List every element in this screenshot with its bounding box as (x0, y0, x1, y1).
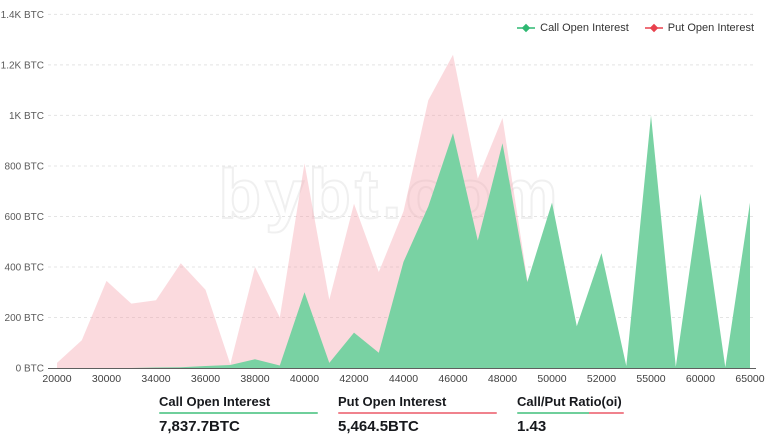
call-legend-marker-icon (517, 23, 536, 33)
y-axis-label: 0 BTC (16, 364, 44, 375)
x-axis-label: 34000 (141, 373, 170, 385)
y-axis-label: 1.4K BTC (1, 10, 44, 21)
legend-put-label: Put Open Interest (667, 22, 754, 34)
chart-legend: Call Open Interest Put Open Interest (517, 22, 754, 34)
call-open-interest-area[interactable] (57, 115, 750, 369)
x-axis-label: 20000 (42, 373, 71, 385)
y-axis-label: 200 BTC (5, 313, 44, 324)
y-axis-label: 600 BTC (5, 212, 44, 223)
stat-put-label: Put Open Interest (338, 394, 447, 409)
y-axis-label: 1K BTC (9, 111, 44, 122)
x-axis-label: 52000 (587, 373, 616, 385)
x-axis-label: 42000 (339, 373, 368, 385)
stat-call-put-ratio: Call/Put Ratio(oi) 1.43 (517, 394, 696, 435)
x-axis-label: 44000 (389, 373, 418, 385)
x-axis-label: 40000 (290, 373, 319, 385)
x-axis-label: 55000 (636, 373, 665, 385)
stat-ratio-label: Call/Put Ratio(oi) (517, 394, 622, 409)
stat-call-label: Call Open Interest (159, 394, 271, 409)
stat-ratio-underline (517, 412, 624, 414)
x-axis-label: 65000 (735, 373, 764, 385)
x-axis-label: 38000 (240, 373, 269, 385)
x-axis-label: 50000 (537, 373, 566, 385)
stat-put-open-interest: Put Open Interest 5,464.5BTC (338, 394, 517, 435)
x-axis-label: 60000 (686, 373, 715, 385)
legend-item-put[interactable]: Put Open Interest (644, 22, 754, 34)
put-open-interest-area[interactable] (57, 54, 750, 369)
stat-ratio-value: 1.43 (517, 418, 547, 435)
legend-item-call[interactable]: Call Open Interest (517, 22, 629, 34)
x-axis-label: 46000 (438, 373, 467, 385)
stat-put-value: 5,464.5BTC (338, 418, 419, 435)
y-axis-label: 1.2K BTC (1, 60, 44, 71)
y-axis-label: 800 BTC (5, 161, 44, 172)
x-axis-label: 36000 (191, 373, 220, 385)
stat-call-value: 7,837.7BTC (159, 418, 240, 435)
oi-summary-bar: Call Open Interest 7,837.7BTC Put Open I… (159, 394, 768, 435)
y-axis-label: 400 BTC (5, 262, 44, 273)
stat-call-underline (159, 412, 318, 414)
x-axis-label: 48000 (488, 373, 517, 385)
put-legend-marker-icon (644, 23, 663, 33)
legend-call-label: Call Open Interest (540, 22, 629, 34)
stat-put-underline (338, 412, 497, 414)
stat-call-open-interest: Call Open Interest 7,837.7BTC (159, 394, 338, 435)
options-open-interest-chart: bybt.com 0 BTC 200 BTC 400 BTC 600 BTC 800 BT… (0, 0, 768, 392)
x-axis-label: 30000 (92, 373, 121, 385)
